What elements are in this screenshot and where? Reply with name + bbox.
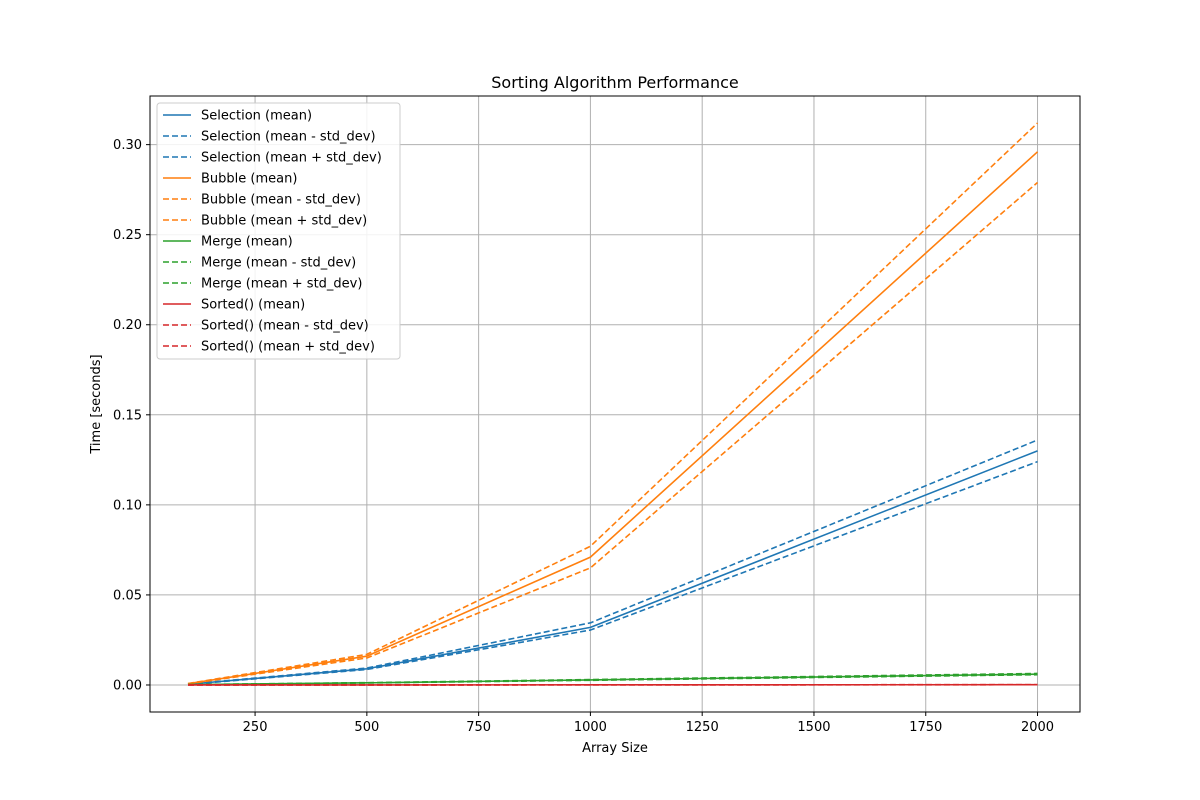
series-line-2 xyxy=(187,439,1038,685)
chart-title: Sorting Algorithm Performance xyxy=(491,73,738,92)
series-line-1 xyxy=(187,460,1038,686)
series-lines xyxy=(187,122,1039,686)
x-tick-label: 1750 xyxy=(909,720,942,735)
legend-label: Selection (mean + std_dev) xyxy=(201,151,382,166)
legend-label: Sorted() (mean) xyxy=(201,298,305,313)
x-tick-label: 1500 xyxy=(797,720,830,735)
legend-label: Sorted() (mean - std_dev) xyxy=(201,319,369,334)
series-line-5 xyxy=(187,122,1039,685)
legend-label: Merge (mean) xyxy=(201,235,293,250)
x-tick-label: 1250 xyxy=(686,720,719,735)
x-axis-label: Array Size xyxy=(582,741,648,756)
grid xyxy=(150,96,1080,712)
y-tick-label: 0.00 xyxy=(113,678,142,693)
y-tick-label: 0.15 xyxy=(113,408,142,423)
legend-label: Selection (mean) xyxy=(201,109,312,124)
y-tick-label: 0.05 xyxy=(113,588,142,603)
plot-frame xyxy=(149,95,1081,713)
y-tick-label: 0.20 xyxy=(113,318,142,333)
series-line-8 xyxy=(187,672,1038,686)
legend-label: Merge (mean + std_dev) xyxy=(201,277,362,292)
x-tick-label: 750 xyxy=(466,720,491,735)
y-tick-label: 0.25 xyxy=(113,228,142,243)
series-line-4 xyxy=(187,181,1039,685)
legend-label: Bubble (mean + std_dev) xyxy=(201,214,367,229)
legend-label: Selection (mean - std_dev) xyxy=(201,130,376,145)
legend: Selection (mean) Selection (mean - std_de… xyxy=(156,102,401,360)
series-line-0 xyxy=(187,450,1038,686)
ticks: 250 500 750 1000 1250 1500 1750 2000 0.00 0.05 0.1… xyxy=(113,138,1054,735)
x-tick-label: 250 xyxy=(243,720,268,735)
legend-label: Bubble (mean) xyxy=(201,172,297,187)
y-axis-label: Time [seconds] xyxy=(89,354,104,454)
x-tick-label: 2000 xyxy=(1021,720,1054,735)
y-tick-label: 0.10 xyxy=(113,498,142,513)
x-tick-label: 500 xyxy=(354,720,379,735)
x-tick-label: 1000 xyxy=(574,720,607,735)
legend-label: Bubble (mean - std_dev) xyxy=(201,193,361,208)
y-tick-label: 0.30 xyxy=(113,138,142,153)
legend-box xyxy=(156,102,401,360)
series-line-3 xyxy=(187,151,1039,685)
legend-label: Sorted() (mean + std_dev) xyxy=(201,340,375,355)
legend-label: Merge (mean - std_dev) xyxy=(201,256,356,271)
